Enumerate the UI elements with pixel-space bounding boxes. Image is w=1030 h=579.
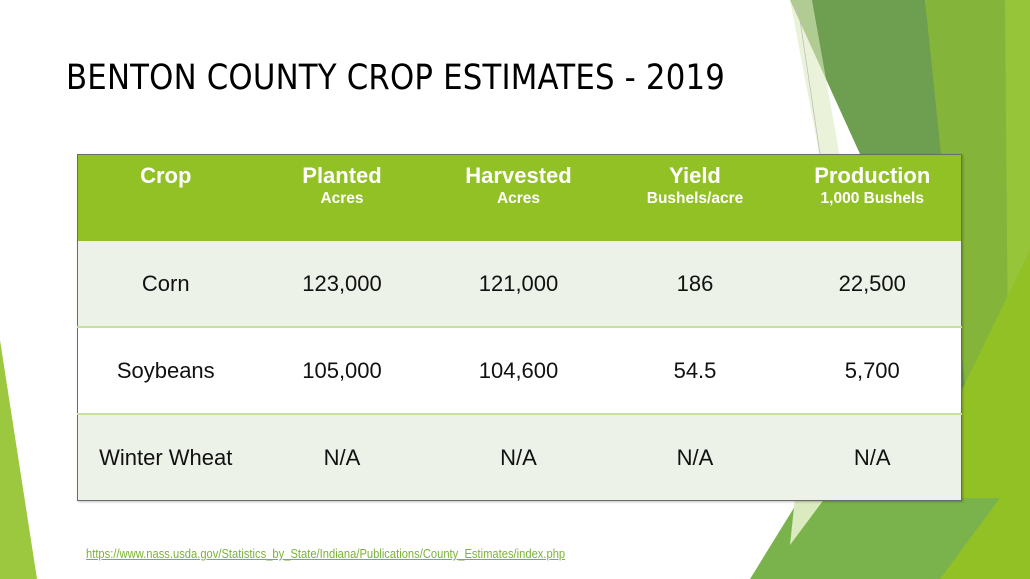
cell-planted: N/A xyxy=(253,413,431,501)
slide-title: BENTON COUNTY CROP ESTIMATES - 2019 xyxy=(66,58,726,98)
table-row: Soybeans 105,000 104,600 54.5 5,700 xyxy=(77,326,962,414)
cell-production: 5,700 xyxy=(783,326,962,414)
cell-harvested: N/A xyxy=(430,413,607,501)
cell-production: 22,500 xyxy=(783,241,962,327)
crop-estimates-table: Crop Planted Acres Harvested Acres Yield… xyxy=(77,154,962,501)
facet-bottom-green xyxy=(750,498,1000,579)
table-row: Winter Wheat N/A N/A N/A N/A xyxy=(77,413,962,501)
cell-yield: 186 xyxy=(606,241,784,327)
column-header-production: Production 1,000 Bushels xyxy=(783,154,962,241)
facet-thin-line xyxy=(796,0,821,155)
source-link[interactable]: https://www.nass.usda.gov/Statistics_by_… xyxy=(86,546,566,561)
cell-crop: Winter Wheat xyxy=(77,413,254,501)
cell-crop: Soybeans xyxy=(77,326,254,414)
column-header-yield: Yield Bushels/acre xyxy=(606,154,784,241)
cell-planted: 105,000 xyxy=(253,326,431,414)
table-row: Corn 123,000 121,000 186 22,500 xyxy=(77,241,962,327)
cell-crop: Corn xyxy=(77,241,254,327)
table-header-row: Crop Planted Acres Harvested Acres Yield… xyxy=(77,154,962,241)
column-header-crop: Crop xyxy=(77,154,254,241)
cell-yield: 54.5 xyxy=(606,326,784,414)
cell-harvested: 121,000 xyxy=(430,241,607,327)
facet-left-lime xyxy=(0,340,37,579)
column-header-harvested: Harvested Acres xyxy=(430,154,607,241)
cell-planted: 123,000 xyxy=(253,241,431,327)
facet-bottom-pale xyxy=(790,498,825,545)
column-header-planted: Planted Acres xyxy=(253,154,431,241)
cell-production: N/A xyxy=(783,413,962,501)
cell-yield: N/A xyxy=(606,413,784,501)
cell-harvested: 104,600 xyxy=(430,326,607,414)
